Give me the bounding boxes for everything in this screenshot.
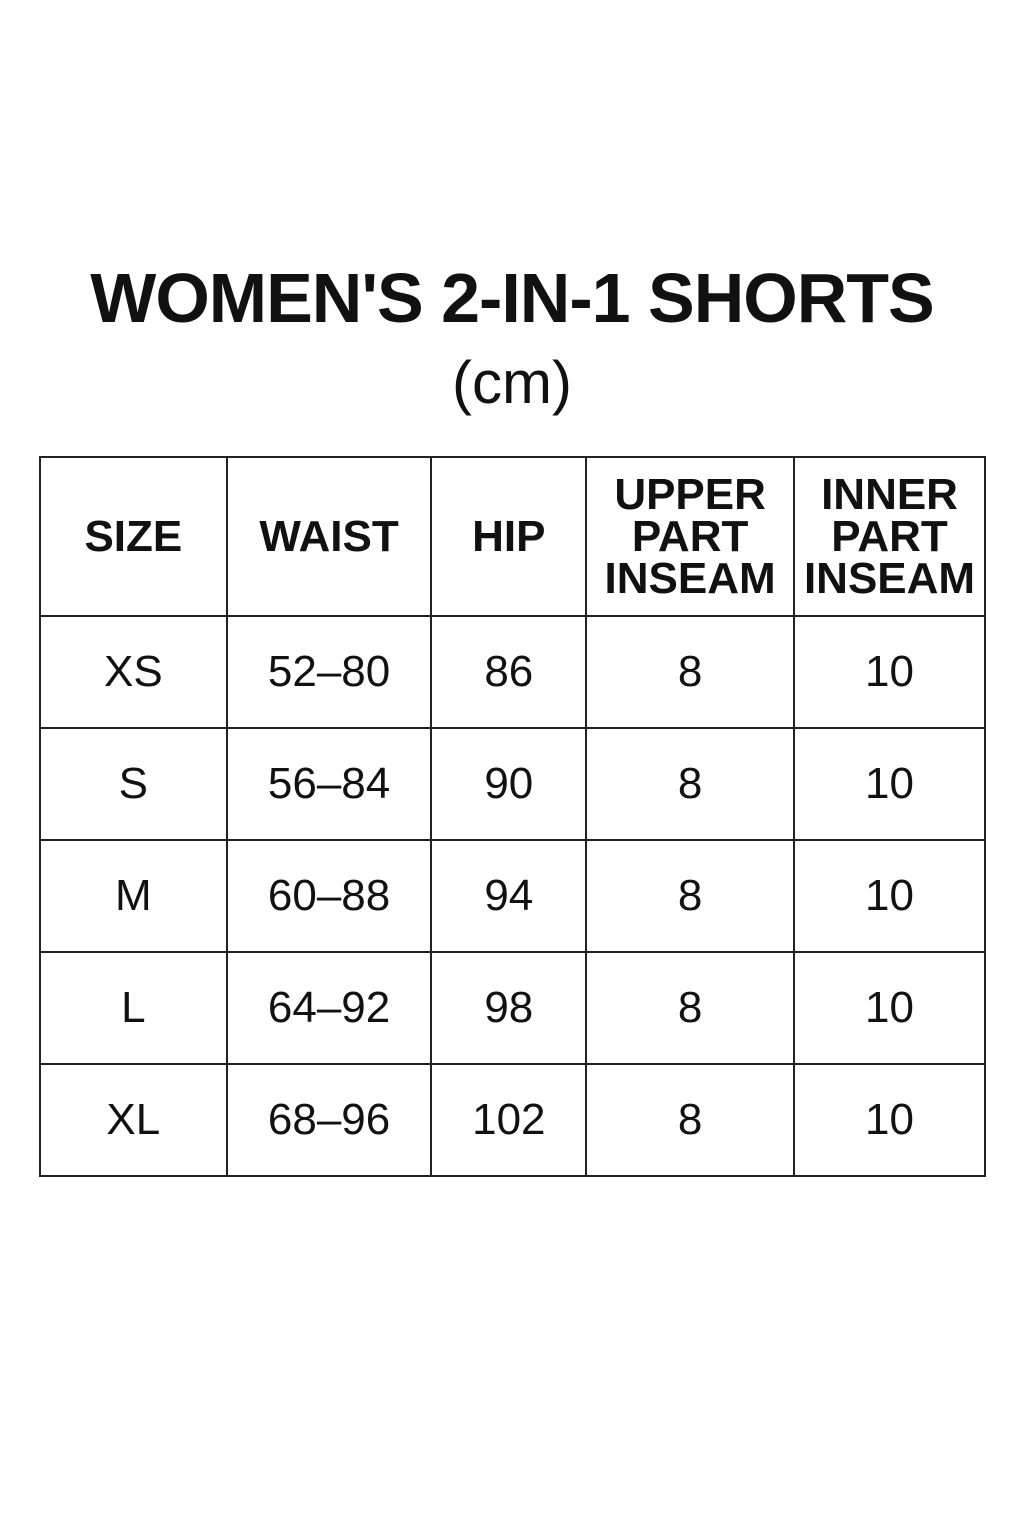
cell-waist: 64–92	[225, 951, 433, 1065]
table-row: XS 52–80 86 8 10	[39, 615, 986, 729]
cell-hip: 98	[430, 951, 588, 1065]
table-row: S 56–84 90 8 10	[39, 727, 986, 841]
page-title: WOMEN'S 2-IN-1 SHORTS	[90, 259, 934, 337]
cell-inner-inseam: 10	[793, 1063, 986, 1177]
cell-inner-inseam: 10	[793, 727, 986, 841]
cell-size: XL	[39, 1063, 228, 1177]
cell-upper-inseam: 8	[585, 727, 796, 841]
header-waist: WAIST	[225, 456, 433, 617]
cell-waist: 52–80	[225, 615, 433, 729]
table-row: L 64–92 98 8 10	[39, 951, 986, 1065]
cell-size: XS	[39, 615, 228, 729]
cell-hip: 102	[430, 1063, 588, 1177]
header-upper-inseam: UPPER PART INSEAM	[585, 456, 796, 617]
cell-hip: 94	[430, 839, 588, 953]
header-size: SIZE	[39, 456, 228, 617]
cell-upper-inseam: 8	[585, 951, 796, 1065]
header-inner-inseam: INNER PART INSEAM	[793, 456, 986, 617]
cell-waist: 56–84	[225, 727, 433, 841]
cell-upper-inseam: 8	[585, 615, 796, 729]
cell-inner-inseam: 10	[793, 951, 986, 1065]
cell-hip: 90	[430, 727, 588, 841]
cell-waist: 60–88	[225, 839, 433, 953]
cell-upper-inseam: 8	[585, 839, 796, 953]
cell-hip: 86	[430, 615, 588, 729]
table-row: XL 68–96 102 8 10	[39, 1063, 986, 1177]
cell-inner-inseam: 10	[793, 839, 986, 953]
cell-inner-inseam: 10	[793, 615, 986, 729]
cell-size: S	[39, 727, 228, 841]
header-row: SIZE WAIST HIP UPPER PART INSEAM INNER P…	[39, 456, 986, 617]
cell-size: L	[39, 951, 228, 1065]
cell-size: M	[39, 839, 228, 953]
cell-upper-inseam: 8	[585, 1063, 796, 1177]
size-chart-table: SIZE WAIST HIP UPPER PART INSEAM INNER P…	[39, 456, 986, 1177]
table-row: M 60–88 94 8 10	[39, 839, 986, 953]
header-hip: HIP	[430, 456, 588, 617]
unit-label: (cm)	[452, 349, 572, 416]
cell-waist: 68–96	[225, 1063, 433, 1177]
